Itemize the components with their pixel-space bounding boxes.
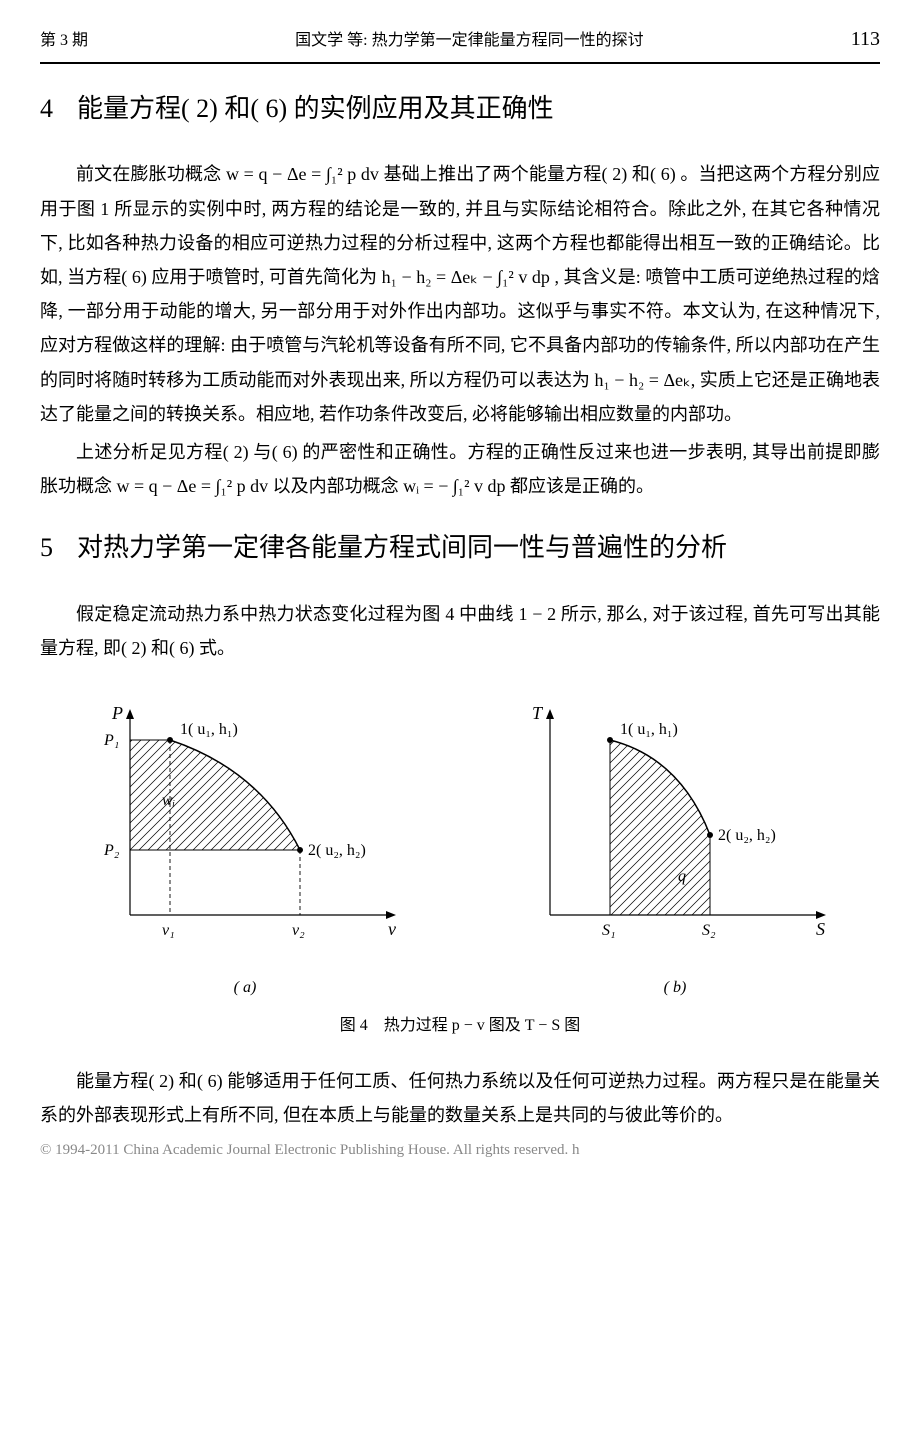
svg-text:v: v <box>388 919 396 939</box>
svg-text:1( u₁, h₁): 1( u₁, h₁) <box>620 721 678 738</box>
page-header: 第 3 期 国文学 等: 热力学第一定律能量方程同一性的探讨 113 <box>40 20 880 64</box>
svg-text:P₁: P₁ <box>103 732 119 749</box>
svg-text:2( u₂, h₂): 2( u₂, h₂) <box>718 827 776 844</box>
svg-text:S₂: S₂ <box>702 922 716 939</box>
svg-text:P: P <box>111 703 123 723</box>
section-5-heading: 5 对热力学第一定律各能量方程式间同一性与普遍性的分析 <box>40 523 880 572</box>
svg-text:q: q <box>678 868 686 885</box>
page-number: 113 <box>851 20 880 58</box>
svg-text:2( u₂, h₂): 2( u₂, h₂) <box>308 842 366 859</box>
header-center: 国文学 等: 热力学第一定律能量方程同一性的探讨 <box>88 26 851 56</box>
paragraph-4b: 上述分析足见方程( 2) 与( 6) 的严密性和正确性。方程的正确性反过来也进一… <box>40 435 880 503</box>
paragraph-5b: 能量方程( 2) 和( 6) 能够适用于任何工质、任何热力系统以及任何可逆热力过… <box>40 1064 880 1132</box>
paragraph-5a: 假定稳定流动热力系中热力状态变化过程为图 4 中曲线 1 − 2 所示, 那么,… <box>40 597 880 665</box>
figure-4-caption: 图 4 热力过程 p − v 图及 T − S 图 <box>40 1011 880 1041</box>
svg-text:P₂: P₂ <box>103 842 120 859</box>
svg-text:1( u₁, h₁): 1( u₁, h₁) <box>180 721 238 738</box>
svg-text:S₁: S₁ <box>602 922 616 939</box>
figure-4b-sublabel: ( b) <box>470 973 880 1003</box>
svg-text:v₂: v₂ <box>292 922 305 939</box>
section-4-title: 能量方程( 2) 和( 6) 的实例应用及其正确性 <box>77 94 554 123</box>
svg-text:wᵢ: wᵢ <box>162 792 175 809</box>
figure-4b-cell: T S S₁ S₂ 1( u₁, h₁) 2( u₂, h₂) q ( b) <box>470 685 880 1003</box>
figure-4a-svg: Pv P₁ P₂ v₁ v₂ 1( u₁, h₁) 2( u₂, h₂) wᵢ <box>70 685 420 965</box>
section-4-num: 4 <box>40 94 53 123</box>
section-5-title: 对热力学第一定律各能量方程式间同一性与普遍性的分析 <box>77 533 727 562</box>
figure-4: Pv P₁ P₂ v₁ v₂ 1( u₁, h₁) 2( u₂, h₂) wᵢ ( a) T S… <box>40 685 880 1003</box>
header-left: 第 3 期 <box>40 26 88 56</box>
svg-text:v₁: v₁ <box>162 922 175 939</box>
section-4-heading: 4 能量方程( 2) 和( 6) 的实例应用及其正确性 <box>40 84 880 133</box>
section-5-num: 5 <box>40 533 53 562</box>
figure-4b-svg: T S S₁ S₂ 1( u₁, h₁) 2( u₂, h₂) q <box>495 685 855 965</box>
copyright-footer: © 1994-2011 China Academic Journal Elect… <box>40 1136 880 1165</box>
paragraph-4a: 前文在膨胀功概念 w = q − Δe = ∫₁² p dv 基础上推出了两个能… <box>40 157 880 431</box>
figure-4a-sublabel: ( a) <box>40 973 450 1003</box>
figure-4a-cell: Pv P₁ P₂ v₁ v₂ 1( u₁, h₁) 2( u₂, h₂) wᵢ ( a) <box>40 685 450 1003</box>
svg-text:T: T <box>532 703 544 723</box>
svg-text:S: S <box>816 919 825 939</box>
